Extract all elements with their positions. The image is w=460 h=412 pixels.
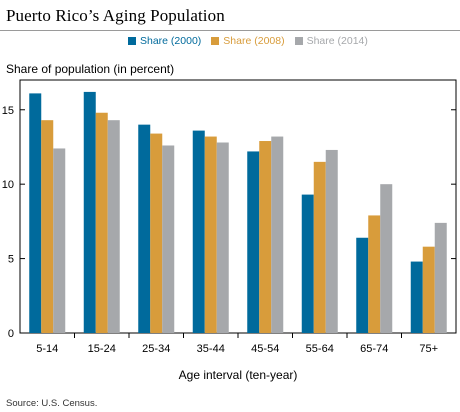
bar bbox=[216, 142, 229, 333]
bar bbox=[150, 133, 163, 333]
legend: Share (2000) Share (2008) Share (2014) bbox=[128, 35, 368, 47]
x-tick-label: 55-64 bbox=[306, 343, 334, 355]
legend-item-2000: Share (2000) bbox=[128, 35, 201, 47]
bar bbox=[422, 246, 435, 333]
bar bbox=[247, 151, 260, 333]
legend-label-2014: Share (2014) bbox=[306, 35, 368, 47]
bar bbox=[95, 112, 108, 333]
bar bbox=[204, 136, 217, 333]
y-tick-label: 10 bbox=[2, 179, 14, 191]
x-tick-label: 65-74 bbox=[360, 343, 388, 355]
bar bbox=[53, 148, 66, 333]
legend-swatch-2000 bbox=[128, 37, 136, 45]
legend-label-2008: Share (2008) bbox=[223, 35, 285, 47]
bar bbox=[41, 120, 54, 334]
y-tick-label: 5 bbox=[8, 254, 14, 266]
bar bbox=[301, 194, 314, 333]
x-tick-label: 45-54 bbox=[251, 343, 279, 355]
legend-item-2014: Share (2014) bbox=[294, 35, 368, 47]
bar bbox=[259, 141, 272, 333]
x-tick-label: 15-24 bbox=[88, 343, 116, 355]
legend-swatch-2008 bbox=[211, 37, 220, 45]
bar bbox=[29, 93, 42, 333]
bar bbox=[325, 149, 338, 333]
bar bbox=[271, 136, 284, 333]
source-note: Source: U.S. Census. bbox=[6, 398, 98, 409]
x-tick-label: 5-14 bbox=[36, 343, 58, 355]
bar bbox=[368, 215, 381, 333]
title-divider bbox=[0, 30, 460, 31]
x-tick-label: 75+ bbox=[419, 343, 438, 355]
chart-title: Puerto Rico’s Aging Population bbox=[6, 6, 225, 25]
bar bbox=[410, 261, 423, 333]
bar bbox=[313, 161, 326, 333]
y-tick-label: 15 bbox=[2, 105, 14, 117]
bar bbox=[192, 130, 205, 333]
x-axis-label: Age interval (ten-year) bbox=[179, 368, 298, 382]
y-tick-label: 0 bbox=[8, 328, 14, 340]
legend-item-2008: Share (2008) bbox=[211, 35, 285, 47]
bar bbox=[380, 184, 393, 333]
bar bbox=[107, 120, 120, 334]
x-tick-label: 25-34 bbox=[142, 343, 170, 355]
bar bbox=[356, 237, 369, 333]
legend-swatch-2014 bbox=[294, 37, 303, 45]
bar bbox=[162, 145, 175, 333]
y-axis-label: Share of population (in percent) bbox=[6, 62, 175, 76]
bar bbox=[434, 222, 447, 333]
legend-label-2000: Share (2000) bbox=[140, 35, 202, 47]
bar bbox=[83, 91, 96, 333]
x-tick-label: 35-44 bbox=[197, 343, 225, 355]
bar bbox=[138, 124, 151, 333]
